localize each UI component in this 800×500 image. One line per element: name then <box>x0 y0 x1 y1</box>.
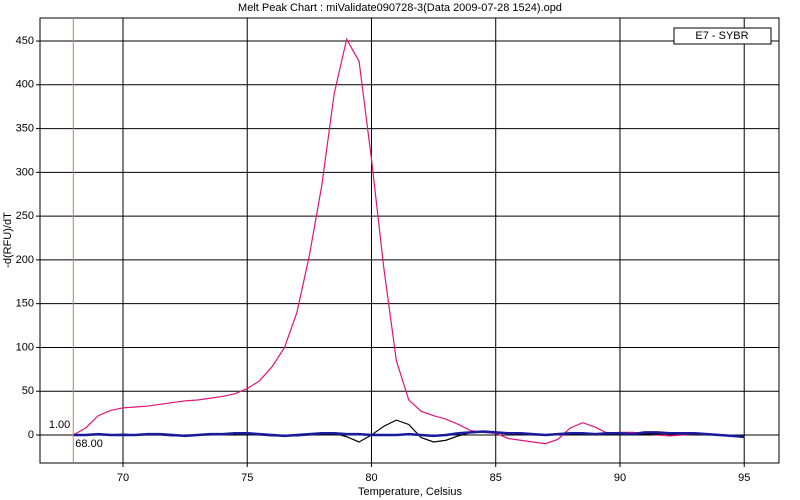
y-tick-label: 0 <box>28 429 34 441</box>
x-tick-label: 75 <box>241 472 253 484</box>
legend-box <box>673 27 772 45</box>
x-tick-label: 80 <box>365 472 377 484</box>
x-tick-label: 90 <box>614 472 626 484</box>
y-tick-label: 100 <box>16 341 34 353</box>
y-tick-label: 450 <box>16 35 34 47</box>
y-tick-label: 300 <box>16 166 34 178</box>
x-axis-label: Temperature, Celsius <box>358 486 462 498</box>
x-tick-label: 85 <box>490 472 502 484</box>
legend-entry: E7 - SYBR <box>695 30 748 42</box>
y-tick-label: 350 <box>16 122 34 134</box>
cursor-y-label: 1.00 <box>49 419 70 431</box>
plot-area <box>39 17 780 464</box>
y-tick-label: 250 <box>16 210 34 222</box>
cursor-x-label: 68.00 <box>75 438 103 450</box>
x-tick-label: 70 <box>117 472 129 484</box>
chart-title: Melt Peak Chart : miValidate090728-3(Dat… <box>238 2 562 14</box>
y-axis-label: -d(RFU)/dT <box>2 212 14 268</box>
y-tick-label: 50 <box>22 385 34 397</box>
y-tick-label: 400 <box>16 79 34 91</box>
series-line <box>73 37 745 445</box>
y-tick-label: 200 <box>16 254 34 266</box>
x-tick-label: 95 <box>738 472 750 484</box>
y-tick-label: 150 <box>16 298 34 310</box>
series-line <box>73 430 745 438</box>
